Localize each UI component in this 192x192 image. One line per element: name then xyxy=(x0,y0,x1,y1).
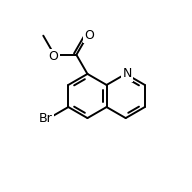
Text: O: O xyxy=(48,50,58,63)
Text: N: N xyxy=(122,67,132,80)
Text: O: O xyxy=(84,29,94,42)
Text: Br: Br xyxy=(39,112,53,125)
